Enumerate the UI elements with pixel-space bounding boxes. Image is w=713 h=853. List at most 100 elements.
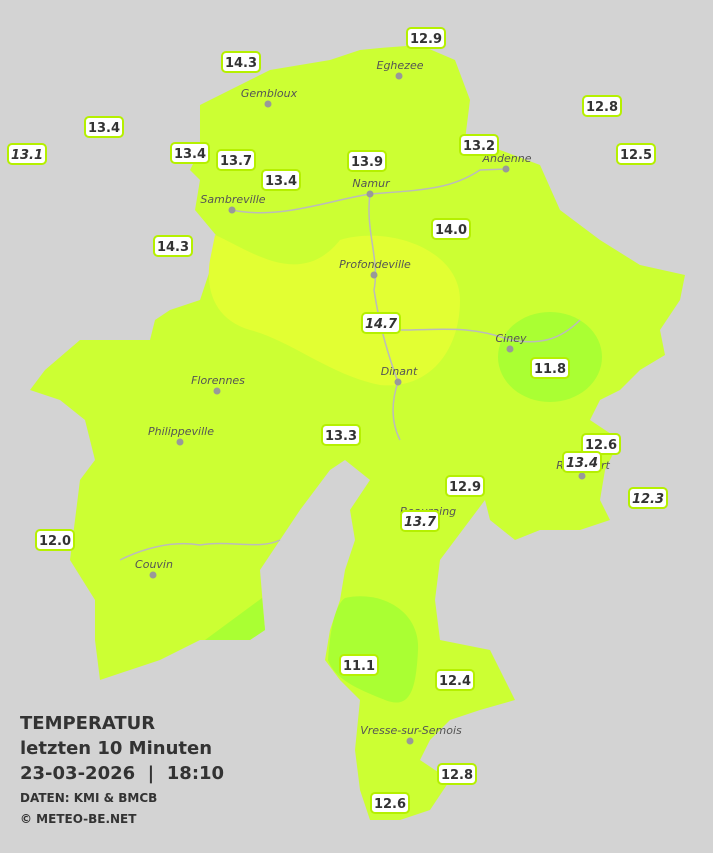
subtitle: letzten 10 Minuten [20,738,212,759]
copyright: © METEO-BE.NET [20,812,137,826]
city-dot [370,271,378,279]
city-name: Florennes [191,374,245,387]
station: 13.1 [7,143,47,165]
station: 12.5 [616,143,656,165]
station-value: 12.4 [439,674,471,689]
station-box [339,654,379,676]
station-box [431,218,471,240]
station-box [361,312,401,334]
station: 13.4 [261,169,301,191]
station-box [530,357,570,379]
station: 14.3 [153,235,193,257]
station-value: 12.5 [620,148,652,163]
station: 13.4 [84,116,124,138]
station: 12.3 [628,487,668,509]
station-value: 12.6 [374,797,406,812]
city-name: Namur [352,177,391,190]
city-dot [394,378,402,386]
warm-zone [208,235,460,386]
station: 14.7 [361,312,401,334]
city-dot [395,72,403,80]
city-dot [578,472,586,480]
station: 11.8 [530,357,570,379]
station-value: 14.3 [225,56,257,71]
city-name: Eghezee [377,59,424,72]
station-box [370,792,410,814]
station-box [437,763,477,785]
city-dot [213,387,221,395]
timestamp: 23-03-2026 | 18:10 [20,763,224,784]
station-box [261,169,301,191]
station-box [435,669,475,691]
station: 13.7 [216,149,256,171]
station-value: 14.0 [435,223,467,238]
city-dot [506,345,514,353]
station-value: 13.7 [220,154,252,169]
station-box [582,95,622,117]
station-value: 12.3 [632,492,664,507]
station-value: 12.6 [585,438,617,453]
city-dot [228,206,236,214]
station: 12.4 [435,669,475,691]
station: 12.8 [582,95,622,117]
station-box [628,487,668,509]
station: 12.0 [35,529,75,551]
city-dot [366,190,374,198]
city-dot [176,438,184,446]
source: DATEN: KMI & BMCB [20,791,157,805]
station: 13.3 [321,424,361,446]
title: TEMPERATUR [20,713,155,734]
station-box [221,51,261,73]
station-value: 13.7 [404,515,437,530]
station-box [562,451,602,473]
station-box [321,424,361,446]
station-box [347,150,387,172]
station-value: 13.4 [174,147,206,162]
station-value: 14.3 [157,240,189,255]
station-value: 12.8 [586,100,618,115]
station: 12.8 [437,763,477,785]
city-dot [502,165,510,173]
station-value: 13.3 [325,429,357,444]
city-name: Gembloux [241,87,298,100]
station: 12.9 [445,475,485,497]
city-dot [264,100,272,108]
station-box [153,235,193,257]
station-box [616,143,656,165]
station-box [7,143,47,165]
station-value: 11.1 [343,659,375,674]
city-name: Philippeville [148,425,214,438]
station-box [400,510,440,532]
station: 14.3 [221,51,261,73]
station-box [35,529,75,551]
station-value: 13.2 [463,139,495,154]
station-value: 13.9 [351,155,383,170]
station-box [216,149,256,171]
station: 13.4 [170,142,210,164]
station: 12.9 [406,27,446,49]
station: 12.6 [370,792,410,814]
station-value: 13.4 [88,121,120,136]
city-dot [406,737,414,745]
city-name: Sambreville [200,193,265,206]
legend: TEMPERATUR letzten 10 Minuten 23-03-2026… [20,713,224,826]
city-name: Dinant [381,365,418,378]
station-value: 13.4 [566,456,598,471]
city-name: Couvin [135,558,173,571]
station: 13.4 [562,451,602,473]
station-value: 13.1 [11,148,43,163]
station: 13.7 [400,510,440,532]
cool-zone [205,598,265,640]
station-box [406,27,446,49]
station-value: 12.0 [39,534,71,549]
station-value: 11.8 [534,362,566,377]
station-value: 12.8 [441,768,473,783]
station-box [170,142,210,164]
station-box [445,475,485,497]
station-box [84,116,124,138]
station: 13.2 [459,134,499,156]
city-name: Profondeville [339,258,411,271]
city-name: Vresse-sur-Semois [360,724,462,737]
station-box [459,134,499,156]
